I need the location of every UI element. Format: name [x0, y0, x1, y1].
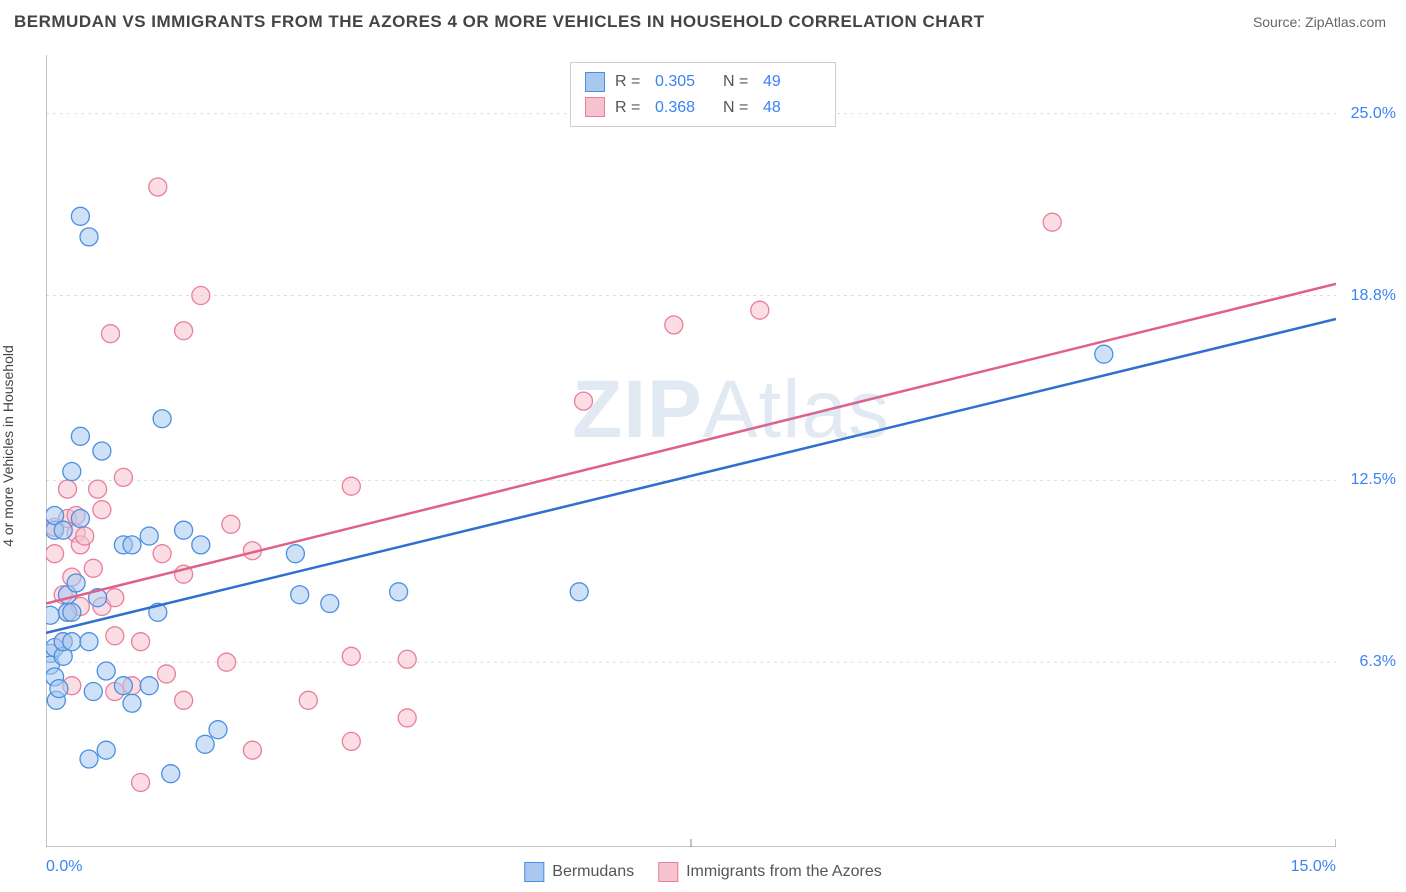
legend-label-a: Bermudans [552, 863, 634, 881]
swatch-series-a [524, 862, 544, 882]
swatch-series-b [658, 862, 678, 882]
header-bar: BERMUDAN VS IMMIGRANTS FROM THE AZORES 4… [0, 0, 1406, 40]
r-value-a: 0.305 [655, 69, 713, 95]
legend-row: R = 0.305 N = 49 [585, 69, 821, 95]
correlation-legend: R = 0.305 N = 49 R = 0.368 N = 48 [570, 62, 836, 127]
swatch-series-b [585, 97, 605, 117]
series-legend: Bermudans Immigrants from the Azores [524, 862, 881, 882]
n-value-b: 48 [763, 95, 821, 121]
legend-row: R = 0.368 N = 48 [585, 95, 821, 121]
legend-item: Immigrants from the Azores [658, 862, 882, 882]
r-value-b: 0.368 [655, 95, 713, 121]
y-tick-label: 6.3% [1360, 653, 1396, 671]
legend-label-b: Immigrants from the Azores [686, 863, 882, 881]
x-tick-label: 0.0% [46, 858, 82, 876]
source-label: Source: ZipAtlas.com [1253, 14, 1386, 30]
y-axis-title: 4 or more Vehicles in Household [0, 345, 16, 547]
y-tick-label: 12.5% [1351, 471, 1396, 489]
scatter-plot-svg [46, 55, 1336, 847]
y-tick-label: 25.0% [1351, 105, 1396, 123]
y-tick-label: 18.8% [1351, 287, 1396, 305]
x-tick-label: 15.0% [1291, 858, 1336, 876]
swatch-series-a [585, 72, 605, 92]
legend-item: Bermudans [524, 862, 634, 882]
n-value-a: 49 [763, 69, 821, 95]
chart-title: BERMUDAN VS IMMIGRANTS FROM THE AZORES 4… [14, 12, 985, 32]
chart-area [46, 55, 1336, 847]
